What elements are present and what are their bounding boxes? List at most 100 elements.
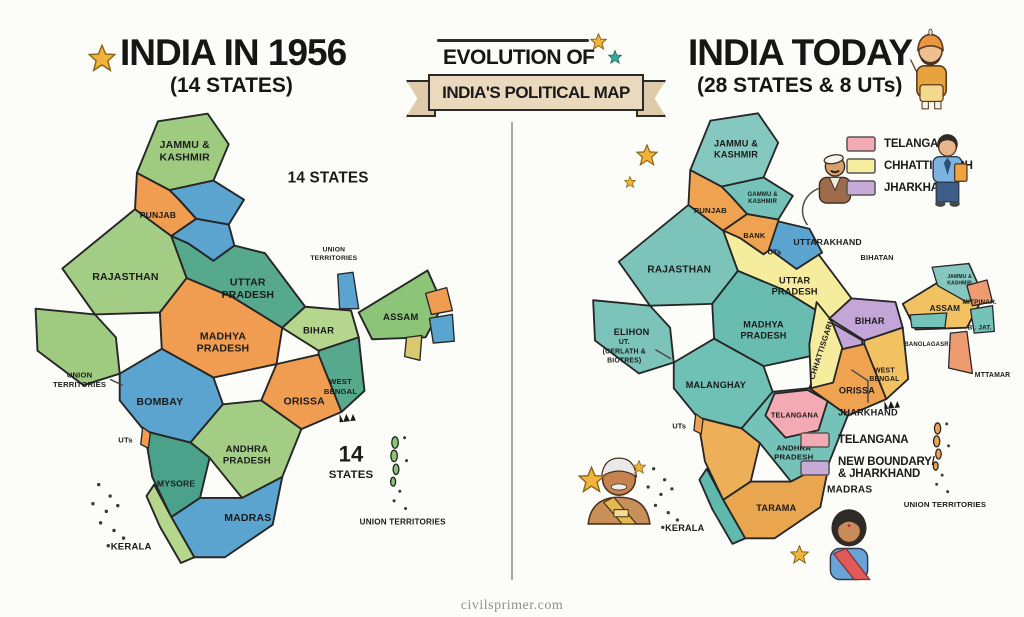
label-uttarakhand-today: UTTARAKHAND — [793, 237, 861, 247]
label-wb-1956: BENGAL — [324, 387, 357, 396]
left-map-subtitle: (14 STATES) — [170, 74, 293, 97]
label-wb-1956: WEST — [329, 377, 352, 386]
label-ut-northeast-1956: TERRITORIES — [310, 255, 357, 262]
label-rajasthan-1956: RAJASTHAN — [92, 271, 158, 283]
state-orissa-1956 — [260, 353, 343, 431]
label-gujarat-today: ELIHON — [614, 327, 650, 337]
label-myanmar-today: MTTAMAR — [975, 372, 1010, 379]
star-icon — [790, 545, 809, 564]
title-banner: INDIA'S POLITICAL MAP — [428, 74, 644, 111]
label-up-today: UTTAR — [779, 276, 810, 286]
ne-patch-teal-today — [969, 305, 996, 334]
label-himachal-today: KASHMIR — [748, 199, 778, 205]
ne-patch-salmon-today — [966, 279, 994, 307]
label-uts-1956: UTs — [118, 436, 132, 445]
teacher-man-illustration — [932, 134, 968, 207]
sikh-man-illustration — [909, 28, 948, 110]
legend-swatch-chhattisgarh — [846, 158, 876, 174]
ne-patch-khaki-1956 — [403, 334, 423, 361]
mangrove-mark — [339, 413, 356, 423]
legend-swatch-jharkhand — [846, 180, 876, 196]
legend-row: NEW BOUNDARY/ & JHARKHAND — [800, 456, 935, 480]
right-map-title: INDIA TODAY — [688, 32, 913, 73]
ut-west-pointer-1956 — [109, 378, 123, 386]
legend-swatch-new-boundary — [800, 460, 830, 476]
mangrove-mark — [884, 400, 901, 410]
legend-label-line: & JHARKHAND — [838, 468, 921, 481]
legend-boundary: TELANGANA NEW BOUNDARY/ & JHARKHAND — [800, 432, 935, 480]
label-bombay-1956: BOMBAY — [136, 396, 183, 408]
label-rajasthan-today: RAJASTHAN — [647, 265, 711, 276]
legend-row: TELANGANA — [800, 432, 935, 448]
label-arunachal-today: JAMMU & — [947, 274, 972, 280]
legend-label: TELANGANA — [884, 137, 955, 150]
label-andhra-today: PRADESH — [774, 453, 813, 462]
label-uts-north-today: UTs — [768, 247, 782, 256]
left-map-title: INDIA IN 1956 — [120, 32, 347, 73]
label-assam-today: ASSAM — [930, 304, 961, 313]
label-bhutan-today: BIHATAN — [861, 253, 894, 262]
ut-sikkim-1956 — [337, 271, 360, 310]
lakshadweep-dots — [646, 467, 680, 530]
star-icon — [608, 50, 622, 64]
old-man-illustration — [587, 457, 651, 525]
label-madras-1956: MADRAS — [224, 512, 271, 524]
label-assam-1956: ASSAM — [383, 312, 418, 323]
legend-label-line: NEW BOUNDARY/ — [838, 456, 935, 468]
center-kicker: EVOLUTION OF — [443, 46, 595, 69]
label-state-count-word: STATES — [329, 469, 374, 481]
ut-goa-1956 — [140, 426, 151, 449]
label-ut-west-1956: UNION — [67, 371, 93, 380]
star-icon — [624, 176, 636, 188]
label-bangladesh-today: BANOLAGASR — [904, 342, 949, 348]
ut-goa-today — [693, 413, 704, 435]
label-wb-today: WEST — [874, 368, 895, 375]
label-jk-1956: JAMMU & — [160, 139, 211, 151]
map-1956: JAMMU & KASHMIR PUNJAB RAJASTHAN UTTAR P… — [34, 112, 455, 564]
label-andhra-1956: ANDHRA — [226, 444, 269, 455]
label-ut-west-today: BIOTRES) — [607, 357, 641, 364]
label-bihar-1956: BIHAR — [303, 326, 334, 337]
label-wb-today: BENGAL — [869, 376, 899, 383]
label-jk-today: JAMMU & — [714, 138, 758, 148]
label-himachal-today: GAMMU & — [747, 192, 778, 198]
star-icon — [88, 44, 116, 72]
label-islands-1956: UNION TERRITORIES — [360, 518, 446, 527]
woman-illustration — [829, 509, 871, 581]
star-icon — [590, 33, 607, 50]
uttarakhand-pointer — [801, 187, 819, 226]
map-today: JAMMU & KASHMIR GAMMU & KASHMIR PUNJAB B… — [592, 112, 1010, 545]
state-chhattisgarh-today — [808, 301, 844, 390]
label-islands-today: UNION TERRITORIES — [904, 500, 986, 509]
label-ut-west-today: UT. — [619, 339, 630, 346]
label-ut-northeast-1956: UNION — [323, 246, 346, 253]
label-andhra-today: ANDHRA — [776, 443, 811, 452]
label-tamil-nadu-today: TARAMA — [756, 503, 796, 513]
capped-man-illustration — [818, 154, 852, 204]
state-kerala-today — [698, 467, 747, 545]
label-maharashtra-today: MALANGHAY — [686, 380, 746, 390]
label-ut-west-today: (CERLATH & — [603, 348, 646, 355]
label-telangana-today: TELANGANA — [771, 410, 819, 419]
lakshadweep-dots — [91, 482, 126, 548]
label-state-count-top: 14 STATES — [288, 169, 369, 186]
star-icon — [636, 144, 658, 166]
label-up-1956: UTTAR — [230, 277, 266, 289]
label-jharkhand-today: JHARKHAND — [838, 408, 898, 418]
ne-patch-myanmar-today — [947, 330, 974, 375]
watermark-text: civilsprimer.com — [460, 598, 564, 613]
label-bihar-today: BIHAR — [855, 316, 885, 326]
label-uts-south-today: UTs — [672, 421, 686, 430]
label-ne-right-today: MITPINAH. — [963, 299, 997, 306]
label-arunachal-today: KASHMIR — [947, 281, 972, 287]
label-mp-today: MADHYA — [743, 320, 784, 330]
state-uttarakhand-today — [768, 220, 824, 270]
label-mp-1956: PRADESH — [197, 343, 250, 355]
label-madras-today: MADRAS — [827, 485, 872, 496]
state-kerala-1956 — [145, 483, 196, 564]
legend-label: TELANGANA — [838, 433, 909, 446]
label-mp-today: PRADESH — [740, 331, 786, 341]
label-state-count-number: 14 — [339, 442, 364, 467]
center-divider — [511, 122, 513, 580]
star-icon — [578, 466, 605, 493]
